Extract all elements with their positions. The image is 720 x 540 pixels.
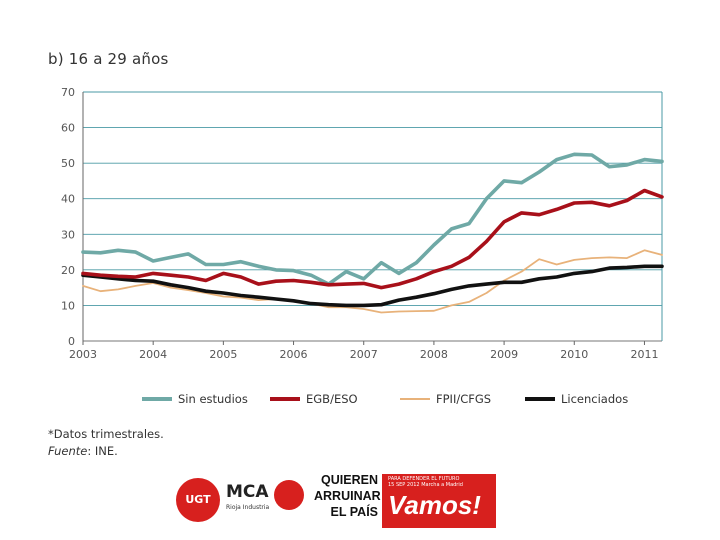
chart-legend: Sin estudios EGB/ESO FPII/CFGS Licenciados: [142, 392, 628, 406]
x-tick-label-2009: 2009: [490, 348, 518, 361]
ugt-logo: UGT: [176, 478, 220, 522]
legend-label-sin-estudios: Sin estudios: [178, 392, 248, 406]
x-tick-label-2003: 2003: [69, 348, 97, 361]
banner-line-1: QUIEREN: [321, 473, 378, 487]
source-value: : INE.: [87, 444, 118, 458]
chart-series: [81, 152, 664, 314]
y-tick-label-10: 10: [61, 299, 75, 312]
x-tick-label-2006: 2006: [280, 348, 308, 361]
chart-title: b) 16 a 29 años: [48, 50, 169, 68]
banner-line-2: ARRUINAR: [314, 489, 381, 503]
series-line-licenciados: [81, 264, 664, 308]
series-line-sin-estudios: [81, 152, 664, 286]
banner-slogan: QUIEREN ARRUINAR EL PAÍS: [314, 472, 381, 520]
x-tick-label-2011: 2011: [630, 348, 658, 361]
footnote-quarterly: *Datos trimestrales.: [48, 427, 164, 441]
mca-logo: MCA: [226, 482, 269, 502]
banner-small-line-2: 15 SEP 2012 Marcha a Madrid: [388, 482, 463, 488]
x-tick-label-2004: 2004: [139, 348, 167, 361]
x-tick-label-2008: 2008: [420, 348, 448, 361]
line-chart: 0 10 20 30 40 50 60 70 2003 2004 2005 2006 2007 2008 2…: [61, 86, 664, 406]
banner-small-line-1: PARA DEFENDER EL FUTURO: [388, 476, 460, 482]
footnote: *Datos trimestrales. Fuente: INE.: [48, 426, 164, 460]
y-tick-label-0: 0: [68, 335, 75, 348]
banner-vamos: PARA DEFENDER EL FUTURO 15 SEP 2012 Marc…: [382, 474, 496, 528]
series-line-fpii-cfgs: [82, 249, 663, 314]
footnote-source: Fuente: INE.: [48, 443, 164, 460]
y-tick-label-50: 50: [61, 157, 75, 170]
logo-strip: UGT MCA Rioja Industria QUIEREN ARRUINAR…: [176, 468, 496, 532]
x-tick-label-2005: 2005: [209, 348, 237, 361]
vamos-badge-icon: [274, 480, 304, 510]
y-tick-label-20: 20: [61, 264, 75, 277]
banner-small-text: PARA DEFENDER EL FUTURO 15 SEP 2012 Marc…: [388, 476, 463, 488]
legend-label-egb-eso: EGB/ESO: [306, 392, 358, 406]
y-tick-label-30: 30: [61, 228, 75, 241]
series-line-egb-eso: [81, 188, 664, 290]
legend-label-fpii-cfgs: FPII/CFGS: [436, 392, 491, 406]
y-tick-label-70: 70: [61, 86, 75, 99]
banner-line-3: EL PAÍS: [330, 505, 378, 519]
banner-vamos-word: Vamos!: [388, 490, 481, 520]
source-label: Fuente: [48, 444, 88, 458]
mca-subtitle: Rioja Industria: [226, 504, 270, 511]
y-tick-label-40: 40: [61, 193, 75, 206]
y-tick-label-60: 60: [61, 122, 75, 135]
x-tick-label-2007: 2007: [350, 348, 378, 361]
x-tick-label-2010: 2010: [560, 348, 588, 361]
chart-axes: 0 10 20 30 40 50 60 70 2003 2004 2005 2006 2007 2008 2…: [61, 86, 663, 361]
legend-label-licenciados: Licenciados: [561, 392, 628, 406]
